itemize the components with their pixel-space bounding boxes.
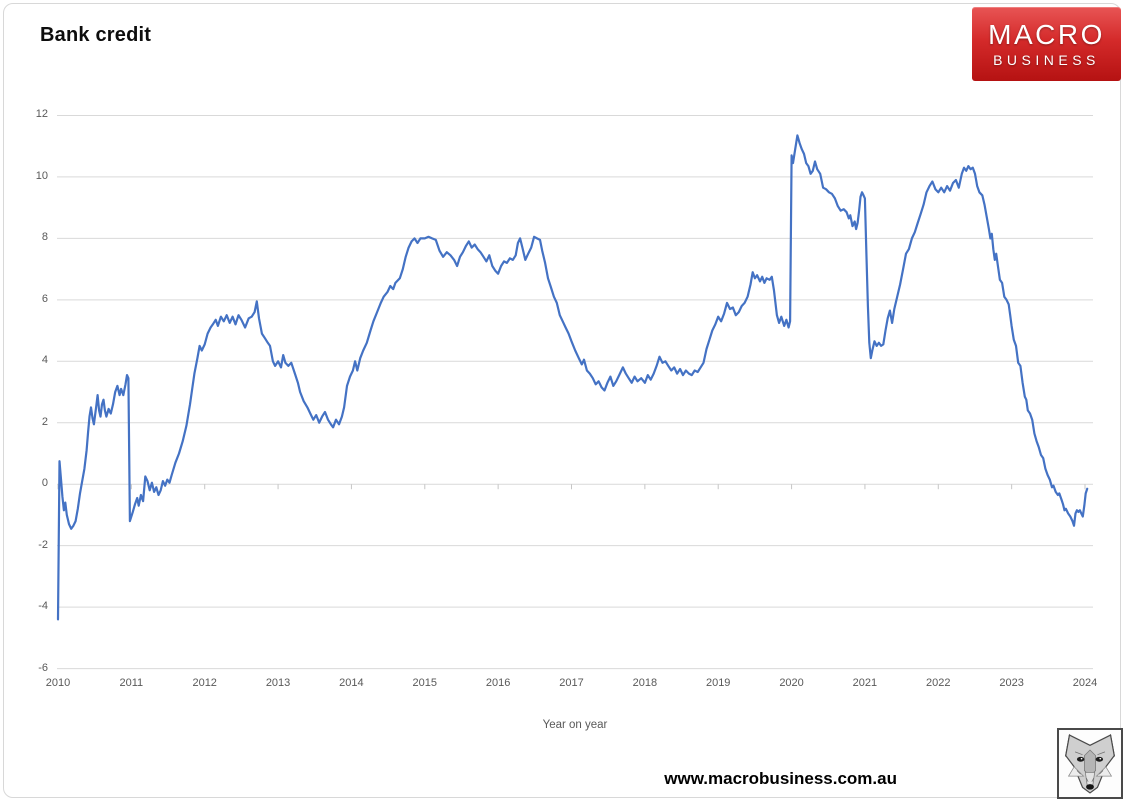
x-axis-label-2019: 2019 [705, 677, 731, 689]
y-axis-label--4: -4 [38, 600, 48, 613]
x-axis-label-2014: 2014 [339, 677, 364, 689]
y-axis-label-12: 12 [35, 108, 48, 121]
x-axis-label-2022: 2022 [926, 677, 951, 689]
y-axis-label-10: 10 [35, 169, 48, 182]
wolf-icon [1064, 733, 1116, 794]
y-axis-label-2: 2 [41, 415, 48, 428]
x-axis-label-2020: 2020 [779, 677, 804, 689]
x-axis-label-2021: 2021 [852, 677, 878, 689]
y-axis-label-4: 4 [41, 354, 48, 367]
y-axis-label--6: -6 [38, 661, 48, 674]
bank-credit-line [56, 134, 1089, 621]
wolf-logo [1057, 728, 1123, 799]
macrobusiness-logo: MACRO BUSINESS [972, 7, 1121, 81]
x-axis-label-2023: 2023 [999, 677, 1024, 689]
chart-title: Bank credit [40, 24, 152, 46]
x-axis-label-2010: 2010 [45, 677, 71, 689]
y-axis-label-6: 6 [41, 292, 48, 305]
y-axis-label-8: 8 [41, 231, 48, 244]
logo-text-macro: MACRO [988, 18, 1105, 50]
logo-text-business: BUSINESS [993, 51, 1100, 68]
y-axis-label--2: -2 [38, 538, 48, 551]
x-axis-label-2013: 2013 [265, 677, 291, 689]
x-axis-label-2017: 2017 [559, 677, 584, 689]
x-axis-label-2012: 2012 [192, 677, 217, 689]
x-axis-label-2018: 2018 [632, 677, 658, 689]
footer-website-url: www.macrobusiness.com.au [664, 769, 897, 788]
y-axis-label-0: 0 [41, 477, 48, 490]
x-axis-label-2016: 2016 [485, 677, 511, 689]
x-axis-label-2024: 2024 [1072, 677, 1098, 689]
x-axis-label-2011: 2011 [119, 677, 144, 689]
x-axis-title: Year on year [542, 719, 608, 731]
x-axis-label-2015: 2015 [412, 677, 438, 689]
